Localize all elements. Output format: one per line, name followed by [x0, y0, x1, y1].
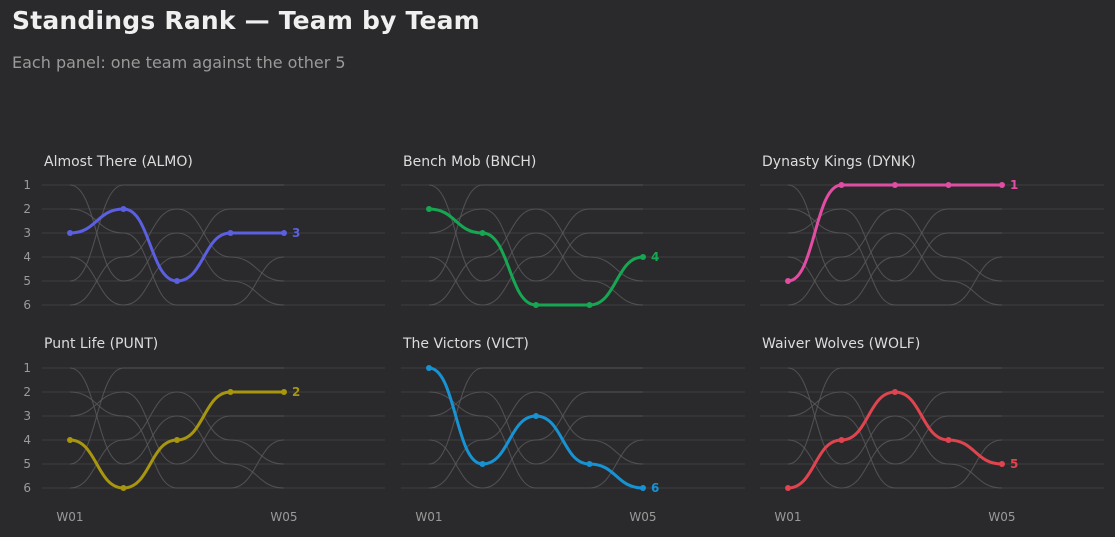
data-point: [892, 182, 898, 188]
data-point: [945, 437, 952, 443]
data-point: [174, 437, 180, 443]
y-tick-label: 1: [23, 178, 31, 192]
background-series-line: [787, 208, 1003, 306]
data-point: [281, 389, 287, 395]
y-tick-label: 5: [23, 457, 31, 471]
background-series-line: [787, 391, 1003, 489]
background-series-line: [428, 391, 643, 465]
background-series-line: [787, 208, 1003, 306]
panel-title: Waiver Wolves (WOLF): [762, 336, 920, 352]
data-point: [281, 230, 287, 236]
end-rank-label: 4: [651, 250, 659, 264]
data-point: [640, 254, 646, 260]
end-rank-label: 3: [292, 226, 300, 240]
background-series-line: [428, 391, 644, 489]
y-tick-label: 4: [23, 250, 31, 264]
end-rank-label: 5: [1010, 457, 1018, 471]
data-point: [640, 485, 646, 491]
panel-title: Dynasty Kings (DYNK): [762, 154, 916, 170]
data-point: [426, 206, 432, 212]
x-tick-label: W05: [988, 510, 1015, 524]
end-rank-label: 2: [292, 385, 300, 399]
data-point: [67, 437, 73, 443]
data-point: [892, 389, 898, 395]
data-point: [838, 437, 845, 443]
data-point: [785, 485, 791, 491]
background-series-line: [787, 184, 1003, 306]
background-series-line: [428, 391, 644, 489]
y-tick-label: 5: [23, 274, 31, 288]
data-point: [227, 230, 234, 236]
x-tick-label: W05: [270, 510, 297, 524]
y-tick-label: 4: [23, 433, 31, 447]
data-point: [227, 389, 234, 395]
series-line: [68, 207, 286, 283]
panel-4: The Victors (VICT)123456W01W056: [401, 336, 745, 524]
panel-2: Dynasty Kings (DYNK)1234561: [760, 154, 1104, 306]
data-point: [174, 278, 180, 284]
background-series-line: [69, 184, 285, 306]
panel-0: Almost There (ALMO) 1 2 3 4 5 6 3: [23, 154, 385, 312]
background-series-line: [69, 208, 284, 306]
data-point: [945, 182, 952, 188]
series-line: [68, 390, 286, 490]
background-series-line: [69, 208, 285, 306]
x-tick-label: W01: [774, 510, 801, 524]
panel-title: Almost There (ALMO): [44, 154, 193, 170]
data-point: [533, 413, 539, 419]
y-tick-label: 2: [23, 385, 31, 399]
y-tick-label: 2: [23, 202, 31, 216]
panel-title: Bench Mob (BNCH): [403, 154, 536, 170]
panel-3: Punt Life (PUNT) 1 2 3 4 5 6 W01 W05 2: [23, 336, 385, 524]
y-tick-label: 6: [23, 298, 31, 312]
data-point: [533, 302, 539, 308]
end-rank-label: 1: [1010, 178, 1018, 192]
x-tick-label: W01: [56, 510, 83, 524]
data-point: [120, 485, 127, 491]
background-series-line: [69, 391, 285, 489]
background-series-line: [787, 208, 1002, 282]
background-series-line: [787, 367, 1003, 489]
panel-5: Waiver Wolves (WOLF)123456W01W055: [760, 336, 1104, 524]
background-series-line: [787, 391, 1002, 489]
data-point: [785, 278, 791, 284]
data-point: [426, 365, 432, 371]
background-series-line: [428, 208, 643, 282]
background-series-line: [69, 391, 285, 489]
y-tick-label: 3: [23, 226, 31, 240]
x-tick-label: W01: [415, 510, 442, 524]
background-series-line: [69, 367, 285, 489]
end-rank-label: 6: [651, 481, 659, 495]
background-series-line: [69, 208, 285, 306]
chart-title: Standings Rank — Team by Team: [12, 6, 480, 35]
data-point: [999, 461, 1005, 467]
y-tick-label: 3: [23, 409, 31, 423]
x-tick-label: W05: [629, 510, 656, 524]
panel-1: Bench Mob (BNCH)1234564: [401, 154, 745, 308]
data-point: [120, 206, 127, 212]
series-line: [786, 183, 1004, 283]
panel-title: Punt Life (PUNT): [44, 336, 158, 352]
data-point: [586, 302, 593, 308]
y-tick-label: 1: [23, 361, 31, 375]
data-point: [479, 230, 486, 236]
series-line: [427, 366, 645, 490]
background-series-line: [787, 391, 1002, 465]
panel-title: The Victors (VICT): [402, 336, 529, 352]
data-point: [586, 461, 593, 467]
data-point: [999, 182, 1005, 188]
y-tick-label: 6: [23, 481, 31, 495]
background-series-line: [787, 208, 1002, 306]
background-series-line: [428, 208, 644, 306]
background-series-line: [69, 391, 284, 465]
background-series-line: [428, 184, 644, 306]
data-point: [67, 230, 73, 236]
chart-subtitle: Each panel: one team against the other 5: [12, 53, 346, 72]
background-series-line: [428, 391, 643, 489]
data-point: [479, 461, 486, 467]
data-point: [838, 182, 845, 188]
background-series-line: [428, 208, 643, 306]
